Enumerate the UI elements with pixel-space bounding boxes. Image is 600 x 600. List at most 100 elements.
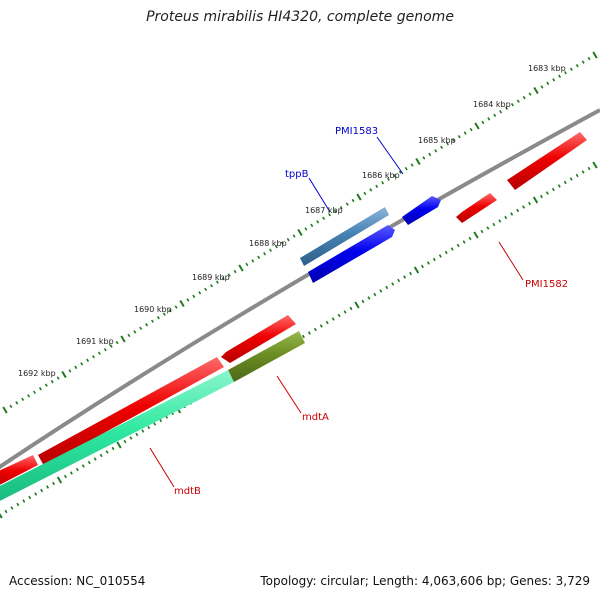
reverse-track-minor-tick	[522, 205, 526, 209]
reverse-track-minor-tick	[426, 261, 430, 265]
forward-track-minor-tick	[139, 326, 143, 331]
forward-track-minor-tick	[15, 401, 19, 405]
forward-track-minor-tick	[192, 294, 196, 299]
reverse-track-minor-tick	[93, 457, 97, 461]
cds-reverse-feature-5[interactable]	[0, 455, 38, 490]
reverse-track-minor-tick	[438, 254, 442, 258]
accession-text: Accession: NC_010554	[9, 574, 146, 588]
forward-track-minor-tick	[151, 319, 154, 323]
forward-track-minor-tick	[510, 102, 514, 107]
gene-label-mdta[interactable]: mdtA	[302, 412, 329, 423]
forward-track-major-tick	[120, 335, 126, 343]
reverse-track-minor-tick	[581, 170, 585, 174]
cds-pmi1583-feature[interactable]	[402, 196, 441, 225]
cds-reverse-feature-3[interactable]	[221, 315, 296, 363]
forward-track-minor-tick	[310, 223, 314, 228]
forward-track-minor-tick	[422, 156, 426, 160]
forward-track-major-tick	[474, 122, 480, 130]
cds-mdta-feature[interactable]	[228, 331, 305, 382]
forward-track-minor-tick	[215, 280, 219, 284]
forward-track-minor-tick	[493, 113, 497, 118]
forward-track-minor-tick	[552, 78, 556, 82]
reverse-track-minor-tick	[551, 187, 555, 192]
reverse-track-minor-tick	[361, 299, 365, 304]
cds-reverse-feature-4[interactable]	[38, 357, 224, 466]
gene-label-tppb[interactable]: tppB	[285, 169, 309, 180]
kbp-label-1689: 1689 kbp	[192, 273, 230, 282]
reverse-track-minor-tick	[307, 331, 311, 335]
reverse-track-minor-tick	[450, 247, 454, 251]
reverse-track-minor-tick	[105, 450, 109, 454]
forward-track-minor-tick	[280, 241, 284, 245]
forward-track-minor-tick	[304, 227, 308, 231]
forward-track-minor-tick	[345, 202, 349, 206]
reverse-track-minor-tick	[40, 488, 44, 493]
forward-track-minor-tick	[575, 63, 579, 68]
forward-track-minor-tick	[50, 379, 54, 384]
forward-track-minor-tick	[469, 127, 473, 132]
reverse-track-minor-tick	[379, 289, 383, 293]
forward-track-minor-tick	[80, 362, 84, 366]
forward-track-minor-tick	[97, 351, 101, 355]
forward-track-minor-tick	[186, 298, 190, 302]
reverse-track-minor-tick	[349, 306, 353, 311]
reverse-track-minor-tick	[64, 474, 67, 479]
forward-track-major-tick	[179, 299, 185, 308]
cds-pmi1582-feature[interactable]	[456, 193, 497, 223]
cds-mdtb-feature[interactable]	[0, 370, 234, 506]
forward-track-minor-tick	[404, 166, 408, 171]
cds-tppb-feature[interactable]	[300, 207, 389, 266]
forward-track-minor-tick	[233, 269, 237, 274]
cds-reverse-feature-1[interactable]	[507, 132, 587, 190]
forward-track-minor-tick	[428, 152, 432, 157]
forward-track-minor-tick	[221, 276, 225, 281]
forward-track-minor-tick	[9, 404, 13, 409]
forward-track-major-tick	[415, 157, 421, 166]
forward-track-minor-tick	[156, 315, 160, 320]
reverse-track-minor-tick	[69, 471, 73, 475]
genome-summary-text: Topology: circular; Length: 4,063,606 bp…	[260, 574, 590, 588]
kbp-label-1687: 1687 kbp	[305, 206, 343, 215]
reverse-track-minor-tick	[510, 212, 514, 216]
forward-track-minor-tick	[103, 347, 107, 352]
gene-label-pmi1583[interactable]: PMI1583	[335, 126, 378, 137]
reverse-track-minor-tick	[147, 425, 151, 430]
forward-track-minor-tick	[528, 92, 532, 96]
reverse-track-minor-tick	[540, 194, 543, 199]
gene-label-pmi1582[interactable]: PMI1582	[525, 279, 568, 290]
kbp-label-1684: 1684 kbp	[473, 100, 511, 109]
forward-track-minor-tick	[446, 142, 449, 146]
reverse-track-minor-tick	[391, 282, 395, 286]
forward-track-minor-tick	[499, 110, 503, 114]
reverse-track-minor-tick	[75, 467, 79, 472]
reverse-track-minor-tick	[480, 229, 484, 234]
forward-track-minor-tick	[434, 149, 438, 153]
reverse-track-minor-tick	[492, 222, 496, 227]
map-title: Proteus mirabilis HI4320, complete genom…	[146, 9, 454, 25]
forward-track-minor-tick	[56, 376, 60, 380]
gene-label-mdtb[interactable]: mdtB	[174, 486, 201, 497]
reverse-track-minor-tick	[159, 418, 163, 423]
forward-track-minor-tick	[558, 74, 562, 79]
reverse-track-minor-tick	[52, 481, 55, 486]
forward-track-minor-tick	[363, 191, 367, 196]
reverse-track-minor-tick	[468, 236, 472, 241]
forward-track-minor-tick	[587, 56, 591, 61]
forward-track-minor-tick	[569, 67, 573, 71]
forward-track-major-tick	[61, 370, 67, 379]
reverse-track-minor-tick	[557, 184, 561, 188]
reverse-track-minor-tick	[16, 502, 20, 507]
reverse-track-major-tick	[116, 441, 122, 449]
reverse-track-minor-tick	[575, 173, 579, 178]
forward-track-minor-tick	[44, 383, 48, 387]
reverse-track-minor-tick	[87, 460, 91, 465]
forward-track-minor-tick	[398, 170, 402, 174]
reverse-track-minor-tick	[313, 327, 317, 332]
forward-track-minor-tick	[38, 386, 42, 391]
forward-track-minor-tick	[245, 262, 249, 267]
reverse-track-minor-tick	[34, 492, 38, 496]
forward-track-major-tick	[2, 406, 8, 414]
cds-forward-feature-2[interactable]	[308, 225, 395, 283]
forward-track-minor-tick	[392, 173, 396, 178]
reverse-track-major-tick	[354, 301, 360, 309]
